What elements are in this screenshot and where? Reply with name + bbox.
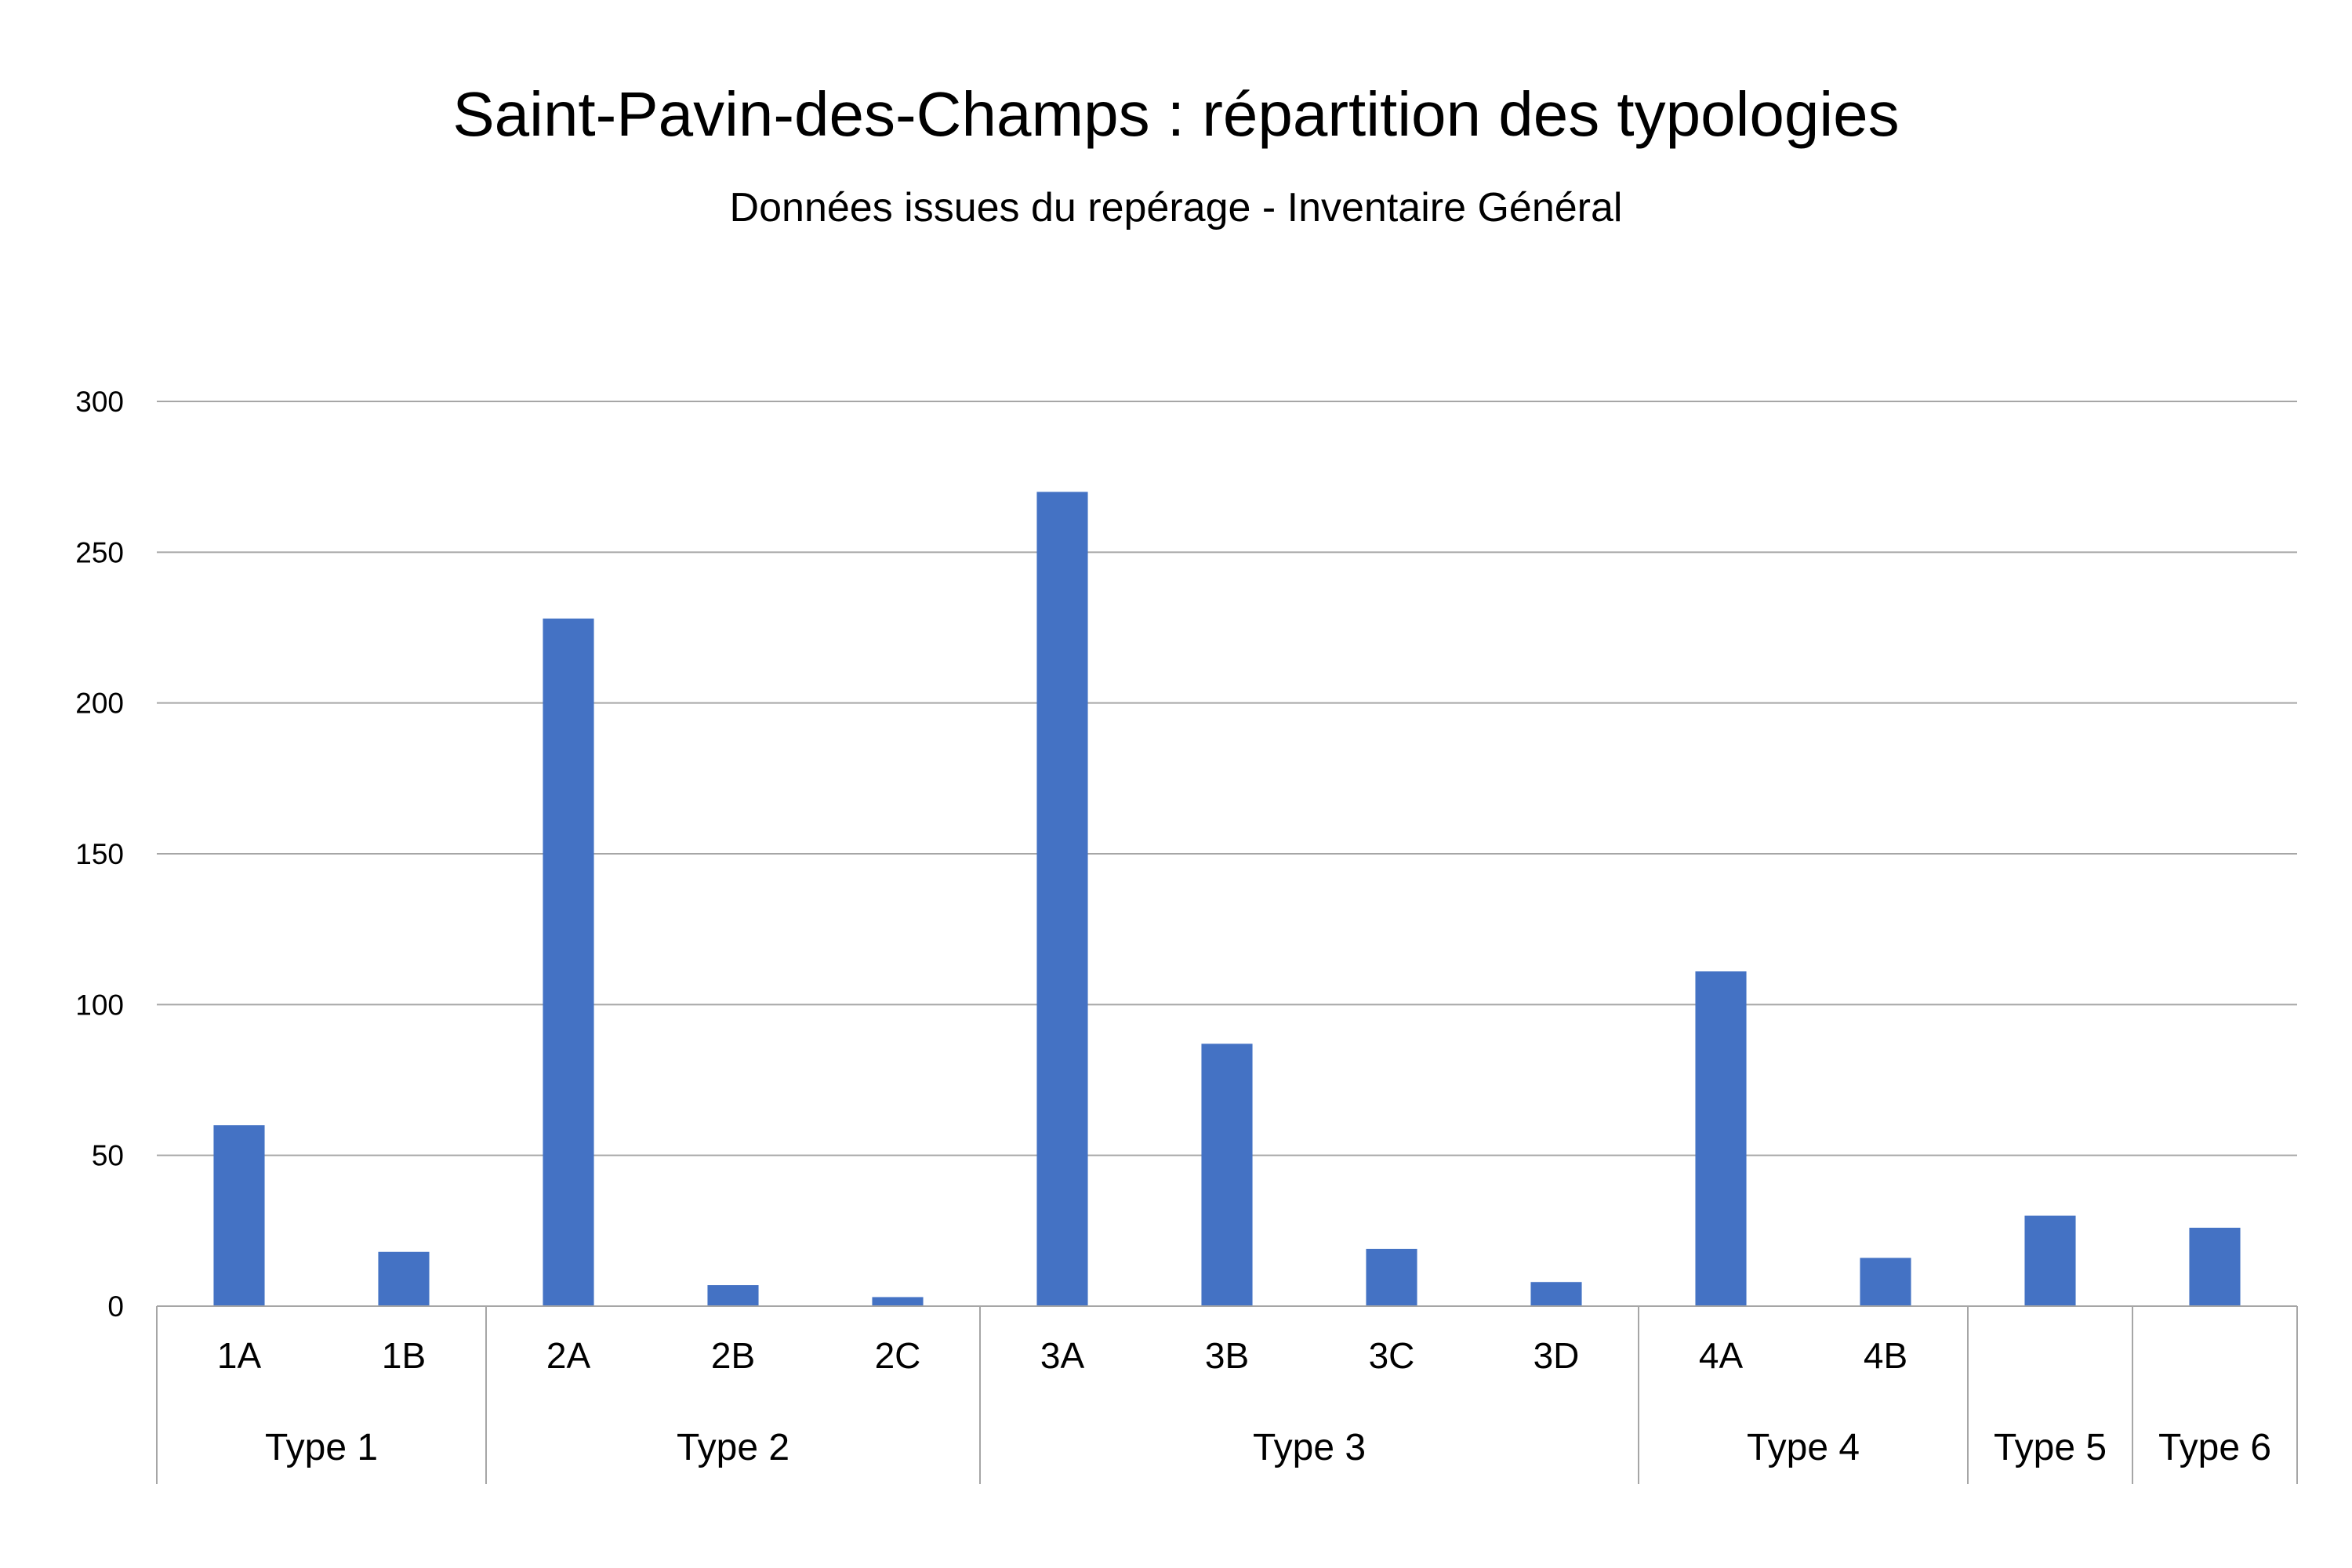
y-tick-label: 200 — [75, 688, 124, 720]
bar — [2024, 1215, 2076, 1306]
group-label: Type 3 — [1253, 1427, 1366, 1468]
bar — [1860, 1258, 1911, 1306]
x-axis — [156, 1305, 2298, 1484]
bar — [213, 1125, 265, 1306]
group-label: Type 2 — [677, 1427, 789, 1468]
category-label: 1A — [217, 1335, 262, 1376]
bar — [1201, 1044, 1253, 1306]
bar — [1036, 492, 1088, 1306]
group-label: Type 6 — [2158, 1427, 2271, 1468]
chart-title: Saint-Pavin-des-Champs : répartition des… — [452, 79, 1900, 149]
gridlines — [157, 401, 2297, 1156]
bar — [2189, 1227, 2241, 1306]
y-tick-label: 50 — [92, 1140, 124, 1172]
group-label: Type 1 — [265, 1427, 378, 1468]
y-tick-label: 100 — [75, 989, 124, 1021]
category-labels: 1A 1B 2A 2B 2C 3A 3B 3C 3D 4A 4B — [217, 1335, 1907, 1376]
bar — [378, 1251, 430, 1306]
category-label: 4A — [1699, 1335, 1744, 1376]
category-label: 2C — [875, 1335, 921, 1376]
bar — [1530, 1282, 1582, 1306]
category-label: 3A — [1040, 1335, 1085, 1376]
y-tick-label: 150 — [75, 838, 124, 870]
category-label: 3D — [1534, 1335, 1580, 1376]
group-labels: Type 1 Type 2 Type 3 Type 4 Type 5 Type 6 — [265, 1427, 2271, 1468]
bar — [543, 618, 594, 1306]
bars — [213, 492, 2241, 1306]
group-label: Type 5 — [1994, 1427, 2107, 1468]
bar — [1366, 1248, 1417, 1306]
category-label: 1B — [382, 1335, 426, 1376]
y-tick-label: 0 — [107, 1290, 124, 1323]
group-label: Type 4 — [1747, 1427, 1860, 1468]
chart-subtitle: Données issues du repérage - Inventaire … — [729, 185, 1623, 230]
category-label: 4B — [1864, 1335, 1907, 1376]
category-label: 2B — [711, 1335, 755, 1376]
y-tick-label: 300 — [75, 386, 124, 418]
bar — [707, 1285, 759, 1306]
category-label: 3C — [1369, 1335, 1415, 1376]
y-axis-ticks: 0 50 100 150 200 250 300 — [75, 386, 124, 1323]
bar — [872, 1297, 924, 1306]
category-label: 3B — [1205, 1335, 1249, 1376]
y-tick-label: 250 — [75, 536, 124, 568]
bar — [1695, 971, 1747, 1306]
category-label: 2A — [546, 1335, 591, 1376]
